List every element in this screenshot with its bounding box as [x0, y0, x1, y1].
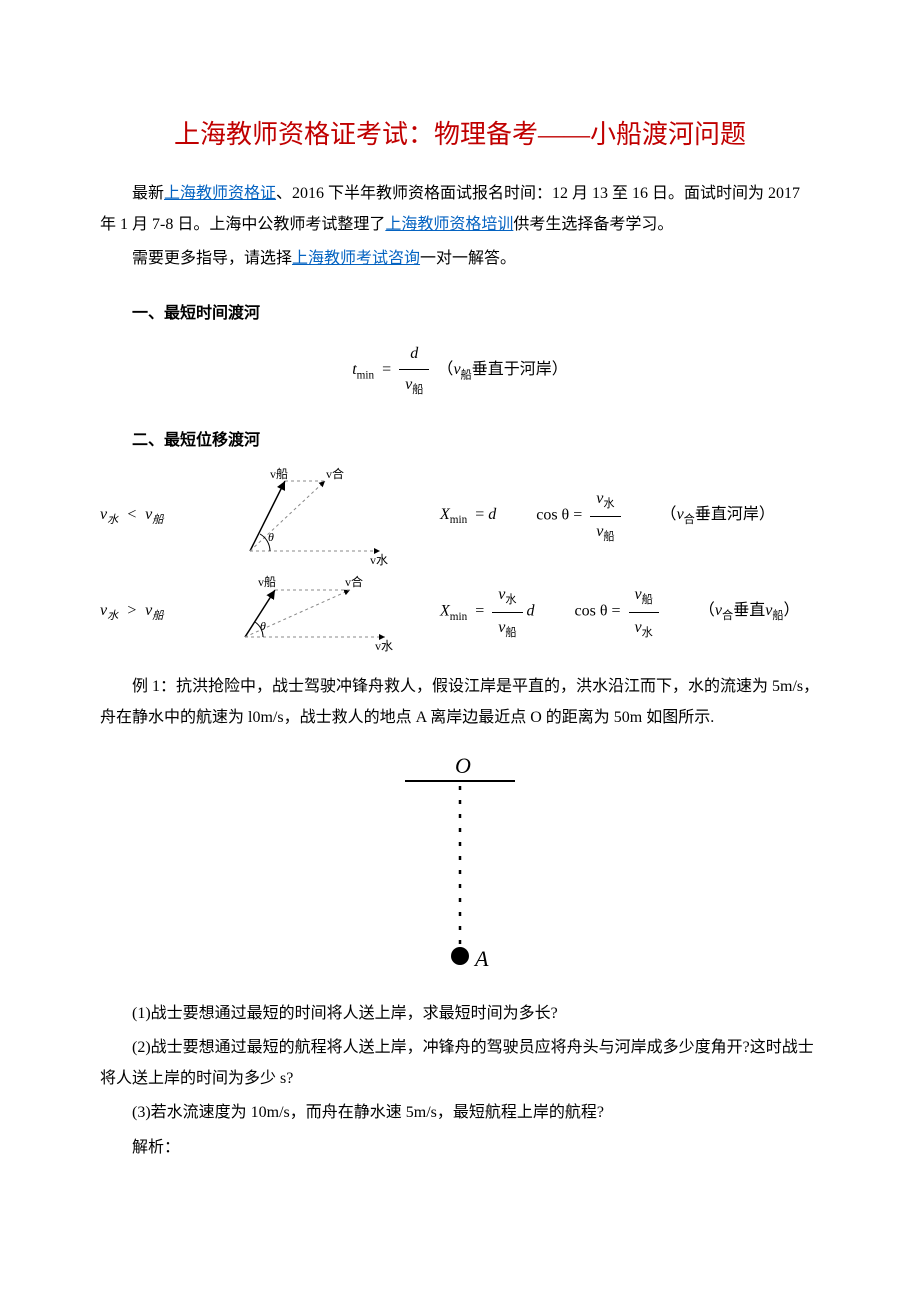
f1-note-text: 垂直于河岸）: [472, 361, 568, 378]
row2-eq2: cos θ = v船 v水: [575, 580, 659, 644]
intro-t1c: 供考生选择备考学习。: [513, 216, 673, 233]
vector-diagram-1: θ v船 v合 v水: [230, 466, 400, 566]
diagram-row-1: v水 < v船 θ v船 v合 v水 Xmin = d cos θ =: [100, 466, 820, 566]
question-1: (1)战士要想通过最短的时间将人送上岸，求最短时间为多长?: [100, 999, 820, 1029]
row1-eq1: Xmin = d: [440, 500, 496, 531]
section2-heading: 二、最短位移渡河: [100, 426, 820, 456]
question-2: (2)战士要想通过最短的航程将人送上岸，冲锋舟的驾驶员应将舟头与河岸成多少度角开…: [100, 1033, 820, 1094]
A-label: A: [473, 946, 489, 971]
link-training[interactable]: 上海教师资格培训: [385, 216, 513, 233]
intro-t2b: 一对一解答。: [420, 250, 516, 267]
figure-OA: O A: [100, 751, 820, 981]
title-prefix: 上海教师资格证考试：物理备考: [174, 120, 538, 149]
formula-tmin: tmin = d v船 （v船垂直于河岸）: [100, 339, 820, 402]
f1-num: d: [399, 339, 429, 370]
intro-para-1: 最新上海教师资格证、2016 下半年教师资格面试报名时间：12 月 13 至 1…: [100, 179, 820, 240]
row1-diagram: θ v船 v合 v水: [230, 466, 400, 566]
row2-note: （v合垂直v船）: [699, 596, 800, 627]
example-p1: 例 1：抗洪抢险中，战士驾驶冲锋舟救人，假设江岸是平直的，洪水沿江而下，水的流速…: [100, 672, 820, 733]
theta-label-1: θ: [268, 530, 274, 544]
link-consult[interactable]: 上海教师考试咨询: [292, 250, 420, 267]
row2-cond: v水 > v船: [100, 596, 190, 627]
f1-den: v船: [399, 370, 429, 401]
vsum-label-1: v合: [326, 466, 344, 481]
f1-note-prefix: （: [437, 361, 453, 378]
f1-frac: d v船: [399, 339, 429, 402]
f1-lhs-sub: min: [357, 369, 374, 381]
title-dash: ——: [538, 120, 590, 149]
intro-t2a: 需要更多指导，请选择: [132, 250, 292, 267]
row1-cond: v水 < v船: [100, 500, 190, 531]
oa-diagram: O A: [385, 751, 535, 981]
vwater-label-2: v水: [375, 639, 393, 652]
diagram-row-2: v水 > v船 θ v船 v合 v水 Xmin = v水 v船 d: [100, 572, 820, 652]
row1-eq2: cos θ = v水 v船: [536, 484, 620, 548]
intro-para-2: 需要更多指导，请选择上海教师考试咨询一对一解答。: [100, 244, 820, 274]
row1-note: （v合垂直河岸）: [661, 500, 775, 531]
row2-diagram: θ v船 v合 v水: [230, 572, 400, 652]
row2-eq1: Xmin = v水 v船 d: [440, 580, 535, 644]
vsum-label-2: v合: [345, 574, 363, 589]
theta-label-2: θ: [260, 619, 266, 633]
vship-label-2: v船: [258, 575, 276, 589]
vwater-label-1: v水: [370, 553, 388, 566]
intro-t1a: 最新: [132, 185, 164, 202]
vector-diagram-2: θ v船 v合 v水: [230, 572, 400, 652]
title-suffix: 小船渡河问题: [590, 120, 746, 149]
O-label: O: [455, 753, 471, 778]
answer-label: 解析：: [100, 1133, 820, 1163]
section1-heading: 一、最短时间渡河: [100, 299, 820, 329]
link-shanghai-cert[interactable]: 上海教师资格证: [164, 185, 276, 202]
question-3: (3)若水流速度为 10m/s，而舟在静水速 5m/s，最短航程上岸的航程?: [100, 1098, 820, 1128]
page-title: 上海教师资格证考试：物理备考——小船渡河问题: [100, 110, 820, 159]
vship-label-1: v船: [270, 467, 288, 481]
